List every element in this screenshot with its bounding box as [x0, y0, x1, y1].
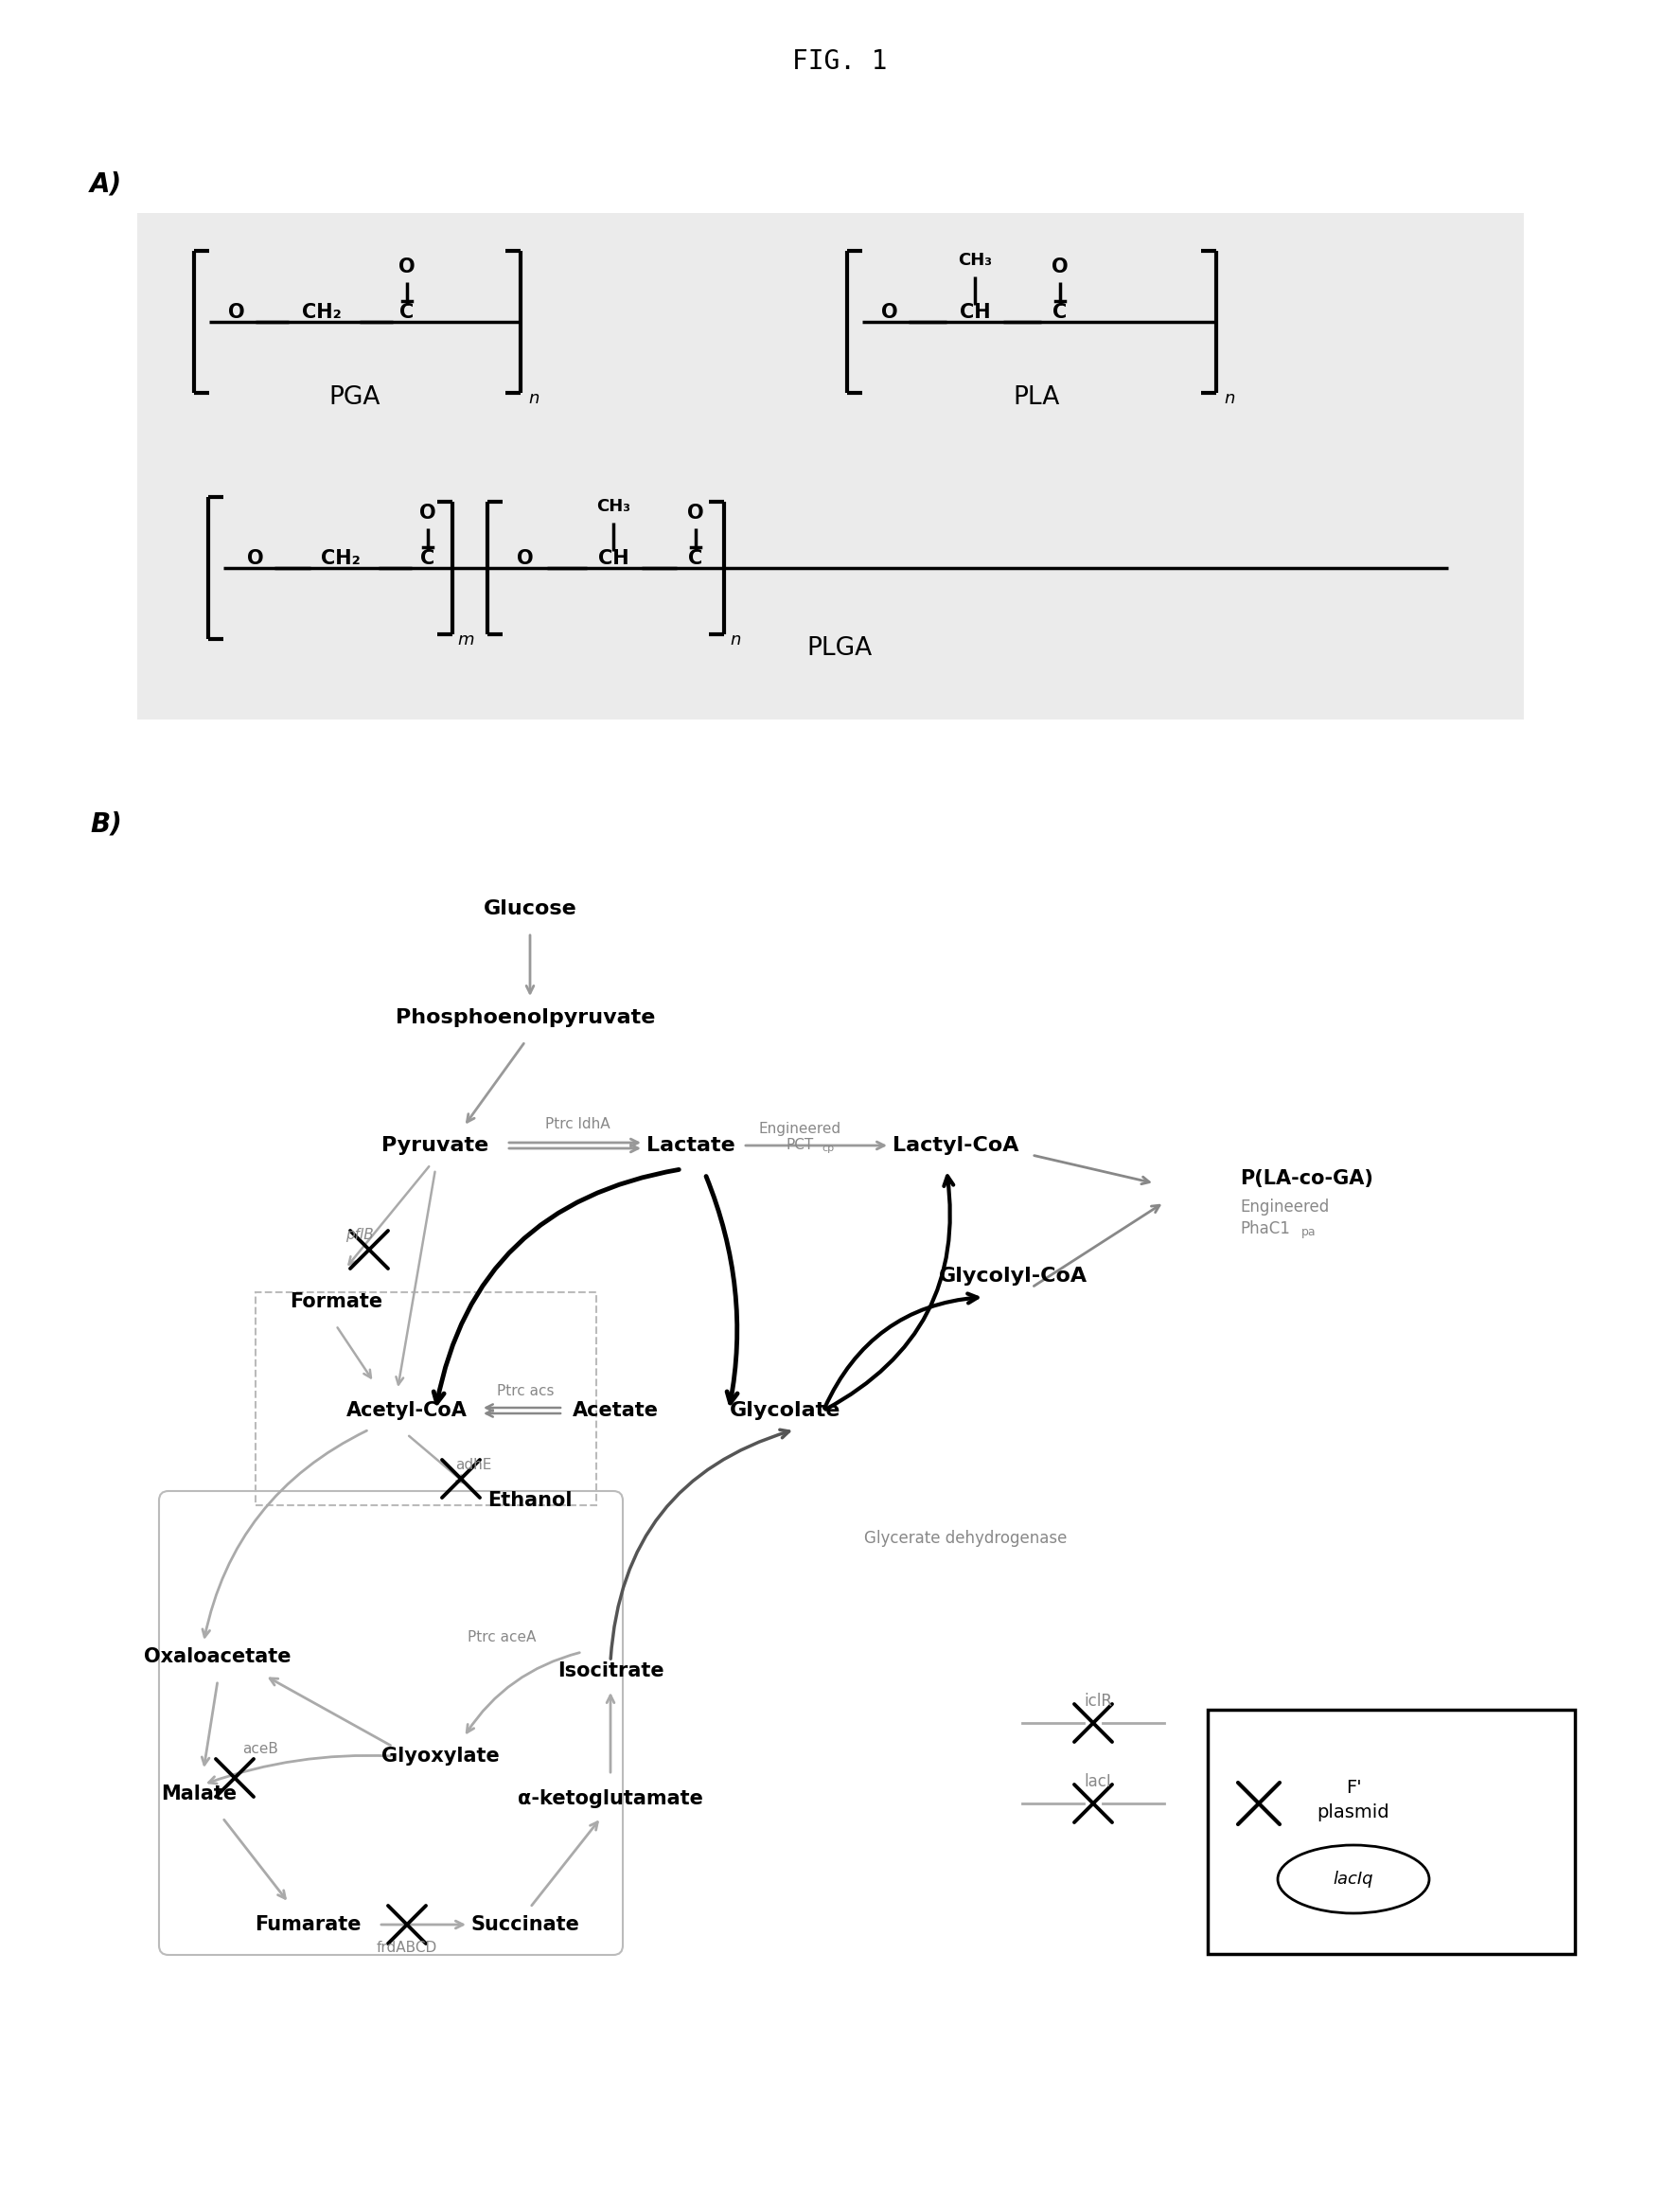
Text: Ptrc aceA: Ptrc aceA — [467, 1632, 536, 1645]
Text: FIG. 1: FIG. 1 — [791, 48, 887, 75]
Text: aceB: aceB — [242, 1742, 279, 1757]
Text: Ptrc ldhA: Ptrc ldhA — [544, 1119, 610, 1132]
Text: O: O — [517, 548, 534, 568]
Text: CH₃: CH₃ — [958, 251, 991, 269]
Text: Glycerate dehydrogenase: Glycerate dehydrogenase — [864, 1530, 1067, 1546]
Text: PhaC1: PhaC1 — [1240, 1220, 1290, 1238]
Text: Phosphoenolpyruvate: Phosphoenolpyruvate — [395, 1009, 655, 1026]
Text: Engineered: Engineered — [759, 1121, 842, 1136]
Text: CH: CH — [959, 304, 990, 321]
Text: Glycolyl-CoA: Glycolyl-CoA — [939, 1266, 1087, 1286]
Text: Ethanol: Ethanol — [487, 1491, 573, 1511]
Text: Engineered: Engineered — [1240, 1198, 1329, 1216]
Text: lacIq: lacIq — [1334, 1872, 1374, 1887]
Text: C: C — [420, 548, 435, 568]
Text: n: n — [729, 632, 741, 647]
Text: m: m — [457, 632, 474, 647]
Text: P(LA-co-GA): P(LA-co-GA) — [1240, 1169, 1373, 1189]
Text: F': F' — [1346, 1779, 1361, 1797]
Text: Lactate: Lactate — [647, 1136, 736, 1156]
Text: pflB: pflB — [346, 1229, 373, 1242]
Text: Glycolate: Glycolate — [731, 1400, 842, 1420]
Text: α-ketoglutamate: α-ketoglutamate — [517, 1790, 704, 1808]
Text: O: O — [420, 504, 437, 522]
FancyBboxPatch shape — [138, 214, 1524, 720]
Text: C: C — [689, 548, 702, 568]
Text: B): B) — [91, 810, 123, 837]
Text: Glucose: Glucose — [484, 898, 576, 918]
Text: O: O — [687, 504, 704, 522]
Text: Pyruvate: Pyruvate — [381, 1136, 489, 1156]
Text: pa: pa — [1302, 1227, 1315, 1238]
Text: Glyoxylate: Glyoxylate — [381, 1746, 499, 1766]
Text: n: n — [528, 390, 539, 407]
Text: Malate: Malate — [161, 1784, 237, 1803]
Text: Ptrc acs: Ptrc acs — [497, 1385, 554, 1398]
Text: Formate: Formate — [289, 1293, 383, 1310]
Text: lacI: lacI — [1084, 1773, 1112, 1790]
Text: C: C — [400, 304, 415, 321]
Text: O: O — [247, 548, 264, 568]
Text: A): A) — [91, 172, 123, 198]
Text: CH₃: CH₃ — [596, 498, 630, 515]
Text: O: O — [398, 258, 415, 277]
Text: PLGA: PLGA — [806, 636, 872, 661]
Text: PLA: PLA — [1013, 385, 1060, 410]
Text: Acetate: Acetate — [573, 1400, 659, 1420]
Text: cp: cp — [822, 1143, 833, 1154]
Text: Succinate: Succinate — [470, 1916, 580, 1933]
Text: PCT: PCT — [786, 1138, 813, 1152]
Text: CH: CH — [598, 548, 628, 568]
Text: adhE: adhE — [455, 1458, 492, 1473]
Text: Acetyl-CoA: Acetyl-CoA — [346, 1400, 467, 1420]
Text: C: C — [1053, 304, 1067, 321]
Text: Isocitrate: Isocitrate — [558, 1663, 664, 1680]
Text: plasmid: plasmid — [1317, 1803, 1389, 1821]
Text: Oxaloacetate: Oxaloacetate — [144, 1647, 291, 1667]
Text: Fumarate: Fumarate — [254, 1916, 361, 1933]
Text: CH₂: CH₂ — [302, 304, 341, 321]
Text: O: O — [228, 304, 245, 321]
FancyBboxPatch shape — [1208, 1709, 1574, 1953]
Text: O: O — [1052, 258, 1068, 277]
Text: n: n — [1223, 390, 1235, 407]
Text: frdABCD: frdABCD — [376, 1942, 437, 1955]
Text: iclR: iclR — [1084, 1693, 1112, 1709]
Text: PGA: PGA — [329, 385, 381, 410]
Text: Lactyl-CoA: Lactyl-CoA — [892, 1136, 1020, 1156]
Text: CH₂: CH₂ — [321, 548, 361, 568]
Text: O: O — [882, 304, 899, 321]
